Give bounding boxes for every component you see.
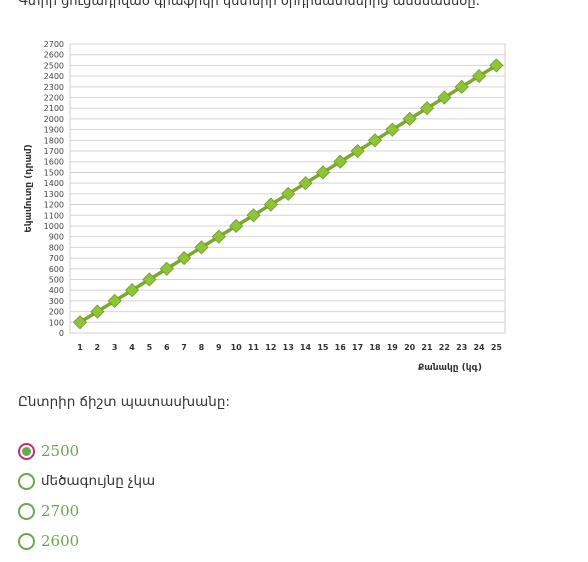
x-tick-label: 20: [404, 343, 416, 352]
data-point: [72, 315, 88, 330]
y-tick-label: 1700: [44, 147, 64, 156]
data-point: [402, 111, 417, 126]
y-tick-label: 2300: [44, 83, 64, 92]
data-point: [124, 283, 140, 298]
data-point: [159, 261, 174, 276]
y-tick-label: 1600: [44, 158, 64, 167]
y-tick-label: 2100: [44, 104, 64, 113]
x-tick-label: 18: [369, 343, 381, 352]
x-axis-label: Քանակը (կգ): [418, 363, 482, 373]
y-tick-label: 1300: [44, 190, 64, 199]
option-label: 2500: [41, 442, 80, 460]
y-tick-label: 1000: [44, 222, 64, 231]
data-point: [298, 176, 313, 191]
data-point: [489, 58, 504, 73]
data-point: [281, 186, 296, 201]
x-tick-label: 7: [181, 343, 187, 352]
y-tick-label: 400: [49, 286, 64, 295]
data-point: [246, 208, 261, 223]
radio-button[interactable]: [18, 532, 35, 550]
y-tick-label: 2400: [44, 72, 64, 81]
y-axis-label: Եկամուտը (դրամ): [24, 144, 34, 233]
data-point: [142, 272, 157, 287]
y-tick-label: 2200: [44, 94, 64, 103]
y-tick-label: 900: [49, 233, 64, 242]
data-point: [385, 122, 400, 137]
x-tick-label: 9: [216, 343, 222, 352]
option-label: մեծագույնը չկա: [41, 473, 156, 489]
data-point: [211, 229, 226, 244]
x-tick-label: 11: [248, 343, 260, 352]
x-tick-label: 12: [265, 343, 276, 352]
data-point: [437, 90, 452, 105]
data-point: [315, 165, 330, 180]
y-tick-label: 1400: [44, 179, 64, 188]
data-point: [194, 240, 209, 255]
radio-button[interactable]: [18, 442, 35, 460]
option-1[interactable]: մեծագույնը չկա: [18, 466, 155, 496]
data-point: [177, 251, 192, 266]
y-tick-label: 100: [49, 318, 64, 327]
data-point: [263, 197, 278, 212]
x-tick-label: 3: [112, 343, 118, 352]
y-tick-label: 200: [49, 308, 64, 317]
y-tick-label: 700: [49, 254, 64, 263]
answer-options: 2500 մեծագույնը չկա 2700 2600: [18, 436, 155, 556]
data-point: [107, 293, 122, 308]
y-tick-label: 600: [49, 265, 64, 274]
x-tick-label: 13: [283, 343, 294, 352]
x-tick-label: 8: [199, 343, 205, 352]
x-tick-label: 23: [456, 343, 467, 352]
data-point: [333, 154, 348, 169]
data-point: [350, 143, 365, 159]
data-point: [229, 218, 244, 234]
y-tick-label: 2500: [44, 61, 64, 70]
data-point: [471, 69, 487, 84]
y-tick-label: 500: [49, 275, 64, 284]
x-tick-label: 15: [317, 343, 329, 352]
y-tick-label: 0: [59, 329, 64, 338]
radio-button[interactable]: [18, 502, 35, 520]
radio-dot: [22, 446, 31, 456]
x-tick-label: 10: [231, 343, 243, 352]
x-tick-label: 22: [439, 343, 450, 352]
y-tick-label: 2600: [44, 51, 64, 60]
data-point: [90, 304, 105, 319]
option-2[interactable]: 2700: [18, 496, 155, 526]
y-tick-label: 1900: [44, 126, 64, 135]
x-tick-label: 16: [335, 343, 347, 352]
y-tick-label: 1800: [44, 136, 64, 145]
x-tick-label: 21: [421, 343, 433, 352]
chart-svg: 0100200300400500600700800900100011001200…: [24, 40, 506, 373]
chart: 0 100 200 300 400 500 600 700 800 900 1000 1100 1200…: [0, 26, 588, 376]
y-tick-label: 2700: [44, 40, 64, 49]
y-tick-label: 1500: [44, 168, 64, 177]
option-3[interactable]: 2600: [18, 526, 155, 556]
option-0[interactable]: 2500: [18, 436, 155, 466]
data-point: [454, 79, 469, 94]
x-tick-label: 14: [300, 343, 312, 352]
x-tick-label: 19: [387, 343, 399, 352]
y-tick-label: 1100: [44, 211, 64, 220]
option-label: 2700: [41, 502, 80, 520]
answer-prompt: Ընտրիր ճիշտ պատասխանը:: [18, 394, 230, 410]
data-point: [419, 101, 435, 116]
x-tick-label: 5: [147, 343, 153, 352]
x-tick-label: 17: [352, 343, 363, 352]
y-tick-label: 300: [49, 297, 64, 306]
data-point: [367, 133, 383, 148]
y-tick-label: 2000: [44, 115, 64, 124]
question-text: Գտիր ցուցադրված գրաֆիկի կետերի օրդինատնե…: [18, 0, 480, 9]
radio-button[interactable]: [18, 472, 35, 490]
x-tick-label: 25: [491, 343, 503, 352]
x-tick-label: 24: [473, 343, 485, 352]
x-tick-label: 6: [164, 343, 170, 352]
y-tick-label: 1200: [44, 201, 64, 210]
option-label: 2600: [41, 532, 80, 550]
y-tick-label: 800: [49, 243, 64, 252]
x-tick-label: 2: [95, 343, 101, 352]
x-tick-label: 4: [129, 343, 135, 352]
x-tick-label: 1: [77, 343, 83, 352]
